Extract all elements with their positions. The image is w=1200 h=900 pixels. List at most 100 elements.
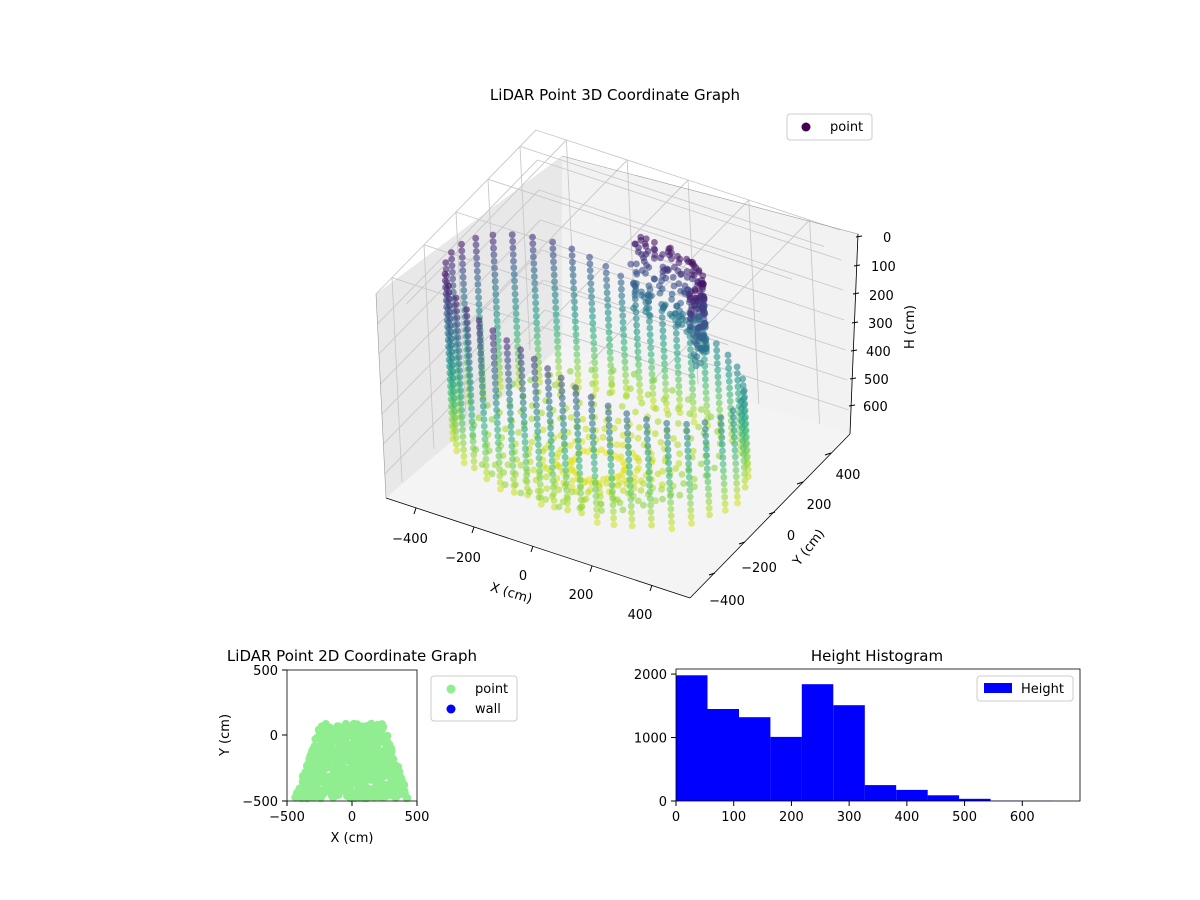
- point-3d: [711, 464, 718, 472]
- point-3d: [532, 388, 540, 396]
- point-3d: [513, 330, 521, 338]
- point-3d: [673, 336, 680, 344]
- point-3d: [537, 487, 544, 495]
- point-3d: [738, 424, 746, 432]
- y-axis-line: [689, 433, 851, 599]
- point-3d: [489, 231, 497, 239]
- point-3d: [518, 372, 526, 380]
- point-3d: [732, 473, 740, 481]
- point-3d: [544, 365, 551, 372]
- point-3d: [448, 249, 455, 256]
- point-3d: [621, 351, 628, 359]
- point-3d: [632, 315, 640, 322]
- point-3d: [635, 368, 643, 375]
- point-3d: [548, 444, 555, 452]
- point-3d: [566, 442, 574, 449]
- point-3d: [648, 370, 656, 378]
- point-3d: [471, 464, 478, 472]
- point-3d: [512, 481, 519, 488]
- point-3d: [560, 427, 568, 435]
- legend-label-point: point: [830, 120, 863, 135]
- point-3d: [542, 496, 550, 503]
- point-3d: [675, 420, 682, 427]
- point-3d: [668, 518, 675, 526]
- point-3d: [572, 337, 580, 345]
- point-3d: [570, 278, 577, 286]
- point-3d: [624, 443, 632, 450]
- point-3d: [532, 306, 540, 314]
- y-tick-label: 0: [270, 729, 278, 744]
- point-3d: [620, 345, 628, 352]
- point-3d: [547, 424, 554, 432]
- point-3d: [559, 498, 567, 506]
- point-3d: [451, 414, 459, 422]
- point-3d: [688, 519, 695, 527]
- point-3d: [568, 483, 576, 491]
- chart-histogram: Height Histogram 0 100 200 300 400 500 600 0 10…: [634, 647, 1081, 825]
- point-3d: [530, 266, 538, 274]
- point-3d: [493, 406, 500, 414]
- point-3d: [618, 403, 626, 410]
- point-3d: [739, 375, 747, 383]
- point-3d: [502, 425, 509, 433]
- point-3d: [459, 273, 467, 281]
- point-3d: [657, 439, 665, 446]
- point-2d: [306, 788, 314, 797]
- point-3d: [590, 333, 597, 340]
- point-3d: [661, 301, 669, 309]
- legend-marker-point: [446, 684, 456, 694]
- point-3d: [522, 445, 529, 453]
- point-3d: [559, 407, 567, 415]
- legend-marker-point: [801, 122, 811, 132]
- point-3d: [549, 245, 557, 253]
- point-3d: [733, 479, 740, 487]
- point-3d: [508, 442, 516, 450]
- point-3d: [446, 315, 454, 323]
- point-3d: [607, 461, 615, 469]
- point-3d: [686, 486, 694, 494]
- point-3d: [741, 483, 749, 491]
- point-3d: [492, 399, 500, 407]
- point-2d: [369, 743, 378, 752]
- point-3d: [460, 287, 468, 294]
- point-3d: [642, 269, 649, 277]
- point-3d: [588, 306, 596, 314]
- point-3d: [529, 246, 537, 254]
- point-3d: [466, 372, 474, 379]
- point-3d: [661, 373, 669, 381]
- point-3d: [669, 387, 676, 394]
- point-3d: [687, 506, 695, 514]
- point-3d: [531, 273, 538, 281]
- point-3d: [683, 434, 691, 441]
- point-3d: [670, 435, 677, 443]
- point-3d: [636, 424, 643, 431]
- point-3d: [652, 497, 659, 505]
- point-3d: [520, 405, 527, 413]
- point-3d: [627, 496, 635, 503]
- point-3d: [536, 474, 544, 482]
- point-3d: [562, 460, 569, 468]
- point-3d: [590, 446, 598, 454]
- point-3d: [497, 485, 504, 493]
- point-3d: [491, 277, 499, 285]
- point-3d: [489, 327, 497, 335]
- x-tick-label: −400: [392, 532, 428, 547]
- histogram-bars: [676, 675, 1054, 801]
- point-3d: [625, 456, 633, 464]
- point-3d: [492, 297, 500, 305]
- point-3d: [703, 452, 711, 459]
- point-3d: [729, 407, 737, 415]
- point-3d: [740, 464, 748, 471]
- point-3d: [511, 277, 518, 285]
- point-3d: [511, 290, 519, 298]
- point-3d: [495, 446, 502, 453]
- point-3d: [687, 500, 694, 507]
- point-3d: [726, 384, 733, 392]
- point-3d: [634, 348, 642, 355]
- point-3d: [514, 336, 521, 344]
- point-3d: [599, 433, 607, 441]
- histogram-bar: [864, 785, 897, 801]
- point-3d: [577, 489, 585, 497]
- point-3d: [556, 463, 563, 471]
- point-3d: [690, 272, 698, 279]
